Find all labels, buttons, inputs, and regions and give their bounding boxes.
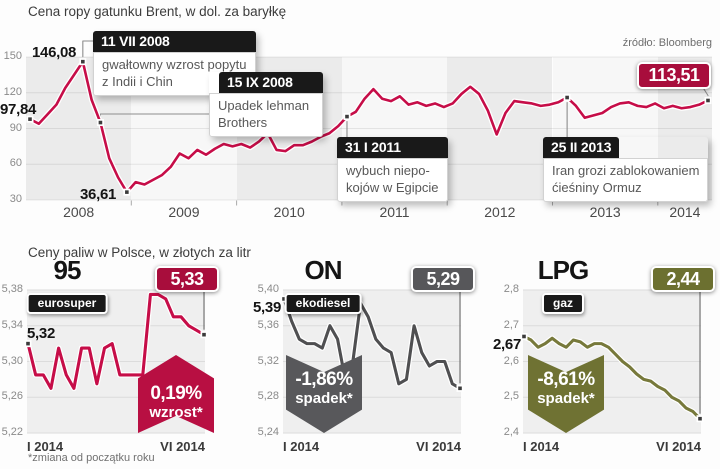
x-axis-year-label: 2014	[669, 204, 701, 220]
x-axis-year-label: 2011	[379, 204, 410, 220]
annotation-box-2008-jul: 11 VII 2008 gwałtowny wzrost popytu z In…	[93, 31, 256, 97]
fuel-x-tick-start: I 2014	[27, 439, 64, 454]
x-axis-year-label: 2009	[168, 204, 200, 220]
price-low-label: 36,61	[80, 186, 117, 203]
y-axis-tick-label: 90	[9, 121, 22, 134]
fuel-end-badge: 5,29	[411, 266, 475, 292]
change-word: wzrost*	[149, 404, 203, 421]
fuel-x-tick-end: VI 2014	[656, 439, 701, 454]
fuel-end-badge: 2,44	[651, 266, 715, 292]
x-axis-year-label: 2010	[273, 204, 305, 220]
fuel-start-label: 5,32	[27, 325, 55, 342]
source-label: źródło: Bloomberg	[622, 37, 712, 49]
annotation-date: 15 IX 2008	[219, 72, 323, 93]
brent-chart-title: Cena ropy gatunku Brent, w dol. za barył…	[28, 4, 287, 19]
fuel-y-tick-label: 5,26	[1, 390, 23, 403]
fuel-y-tick-label: 2,8	[503, 283, 519, 295]
annotation-text: Iran grozi zablokowaniem ćieśniny Ormuz	[543, 158, 709, 203]
annotation-box-2008-sep: 15 IX 2008 Upadek lehman Brothers	[209, 72, 323, 138]
fuel-tag-pill: eurosuper	[26, 293, 108, 314]
fuel-start-label: 2,67	[493, 336, 521, 353]
fuel-chart-lpg: LPG gaz 2,8 2,7 2,6 2,5 2,4 2,67 2,44 I 2014…	[493, 255, 720, 465]
fuel-y-tick-label: 5,40	[257, 283, 279, 295]
fuel-start-label: 5,39	[253, 299, 281, 316]
footnote: *zmiana od początku roku	[28, 452, 155, 464]
annotation-date: 25 II 2013	[543, 137, 620, 158]
fuel-y-tick-label: 2,7	[503, 318, 519, 331]
fuel-y-tick-label: 5,36	[257, 318, 279, 331]
fuel-x-tick-start: I 2014	[523, 439, 560, 454]
change-pct: -8,61%	[537, 369, 595, 390]
fuel-chart-95: 95 eurosuper 5,38 5,34 5,30 5,26 5,22 5,32 5…	[0, 255, 240, 465]
fuel-x-tick-end: VI 2014	[160, 439, 205, 454]
fuel-x-tick-end: VI 2014	[416, 439, 461, 454]
price-start-label: 97,84	[0, 101, 37, 118]
y-axis-tick-label: 150	[3, 50, 22, 62]
annotation-box-2013-feb: 25 II 2013 Iran grozi zablokowaniem ćieś…	[543, 137, 709, 203]
fuels-section-title: Ceny paliw w Polsce, w złotych za litr	[28, 245, 251, 260]
fuel-y-tick-label: 5,24	[257, 426, 279, 438]
change-pct: 0,19%	[150, 383, 202, 404]
fuel-y-tick-label: 2,6	[503, 354, 519, 367]
fuel-y-tick-label: 5,30	[1, 354, 23, 367]
annotation-box-2011-jan: 31 I 2011 wybuch niepo- kojów w Egipcie	[337, 137, 448, 203]
fuel-title: ON	[304, 255, 343, 285]
x-axis-year-label: 2008	[63, 204, 95, 220]
y-axis-tick-label: 30	[9, 193, 22, 205]
change-word: spadek*	[295, 390, 353, 407]
annotation-text: Upadek lehman Brothers	[209, 93, 323, 138]
x-axis-year-label: 2012	[484, 204, 516, 220]
x-axis-year-label: 2013	[589, 204, 621, 220]
fuel-tag-pill: ekodiesel	[284, 293, 362, 314]
annotation-text: wybuch niepo- kojów w Egipcie	[337, 158, 448, 203]
fuel-title: 95	[53, 255, 82, 285]
annotation-date: 31 I 2011	[337, 137, 448, 158]
fuel-y-tick-label: 5,28	[257, 390, 279, 403]
fuel-x-tick-start: I 2014	[283, 439, 320, 454]
fuel-title: LPG	[537, 255, 589, 285]
fuel-tag-pill: gaz	[541, 293, 585, 314]
fuel-line-svg	[280, 288, 464, 434]
price-end-badge: 113,51	[637, 62, 711, 89]
fuel-y-tick-label: 2,4	[503, 426, 519, 438]
fuel-y-tick-label: 5,32	[257, 354, 279, 367]
fuel-chart-on: ON ekodiesel 5,40 5,36 5,32 5,28 5,24 5,39 5…	[253, 255, 496, 465]
change-word: spadek*	[537, 390, 595, 407]
fuel-y-tick-label: 5,34	[1, 318, 23, 331]
price-peak-label: 146,08	[32, 44, 77, 61]
fuel-y-tick-label: 5,22	[1, 426, 23, 438]
fuel-y-tick-label: 2,5	[503, 390, 519, 403]
y-axis-tick-label: 120	[3, 85, 22, 98]
fuel-y-tick-label: 5,38	[1, 283, 23, 295]
fuel-end-badge: 5,33	[155, 266, 219, 292]
annotation-date: 11 VII 2008	[93, 31, 256, 52]
change-pct: -1,86%	[295, 369, 353, 390]
y-axis-tick-label: 60	[9, 157, 22, 170]
